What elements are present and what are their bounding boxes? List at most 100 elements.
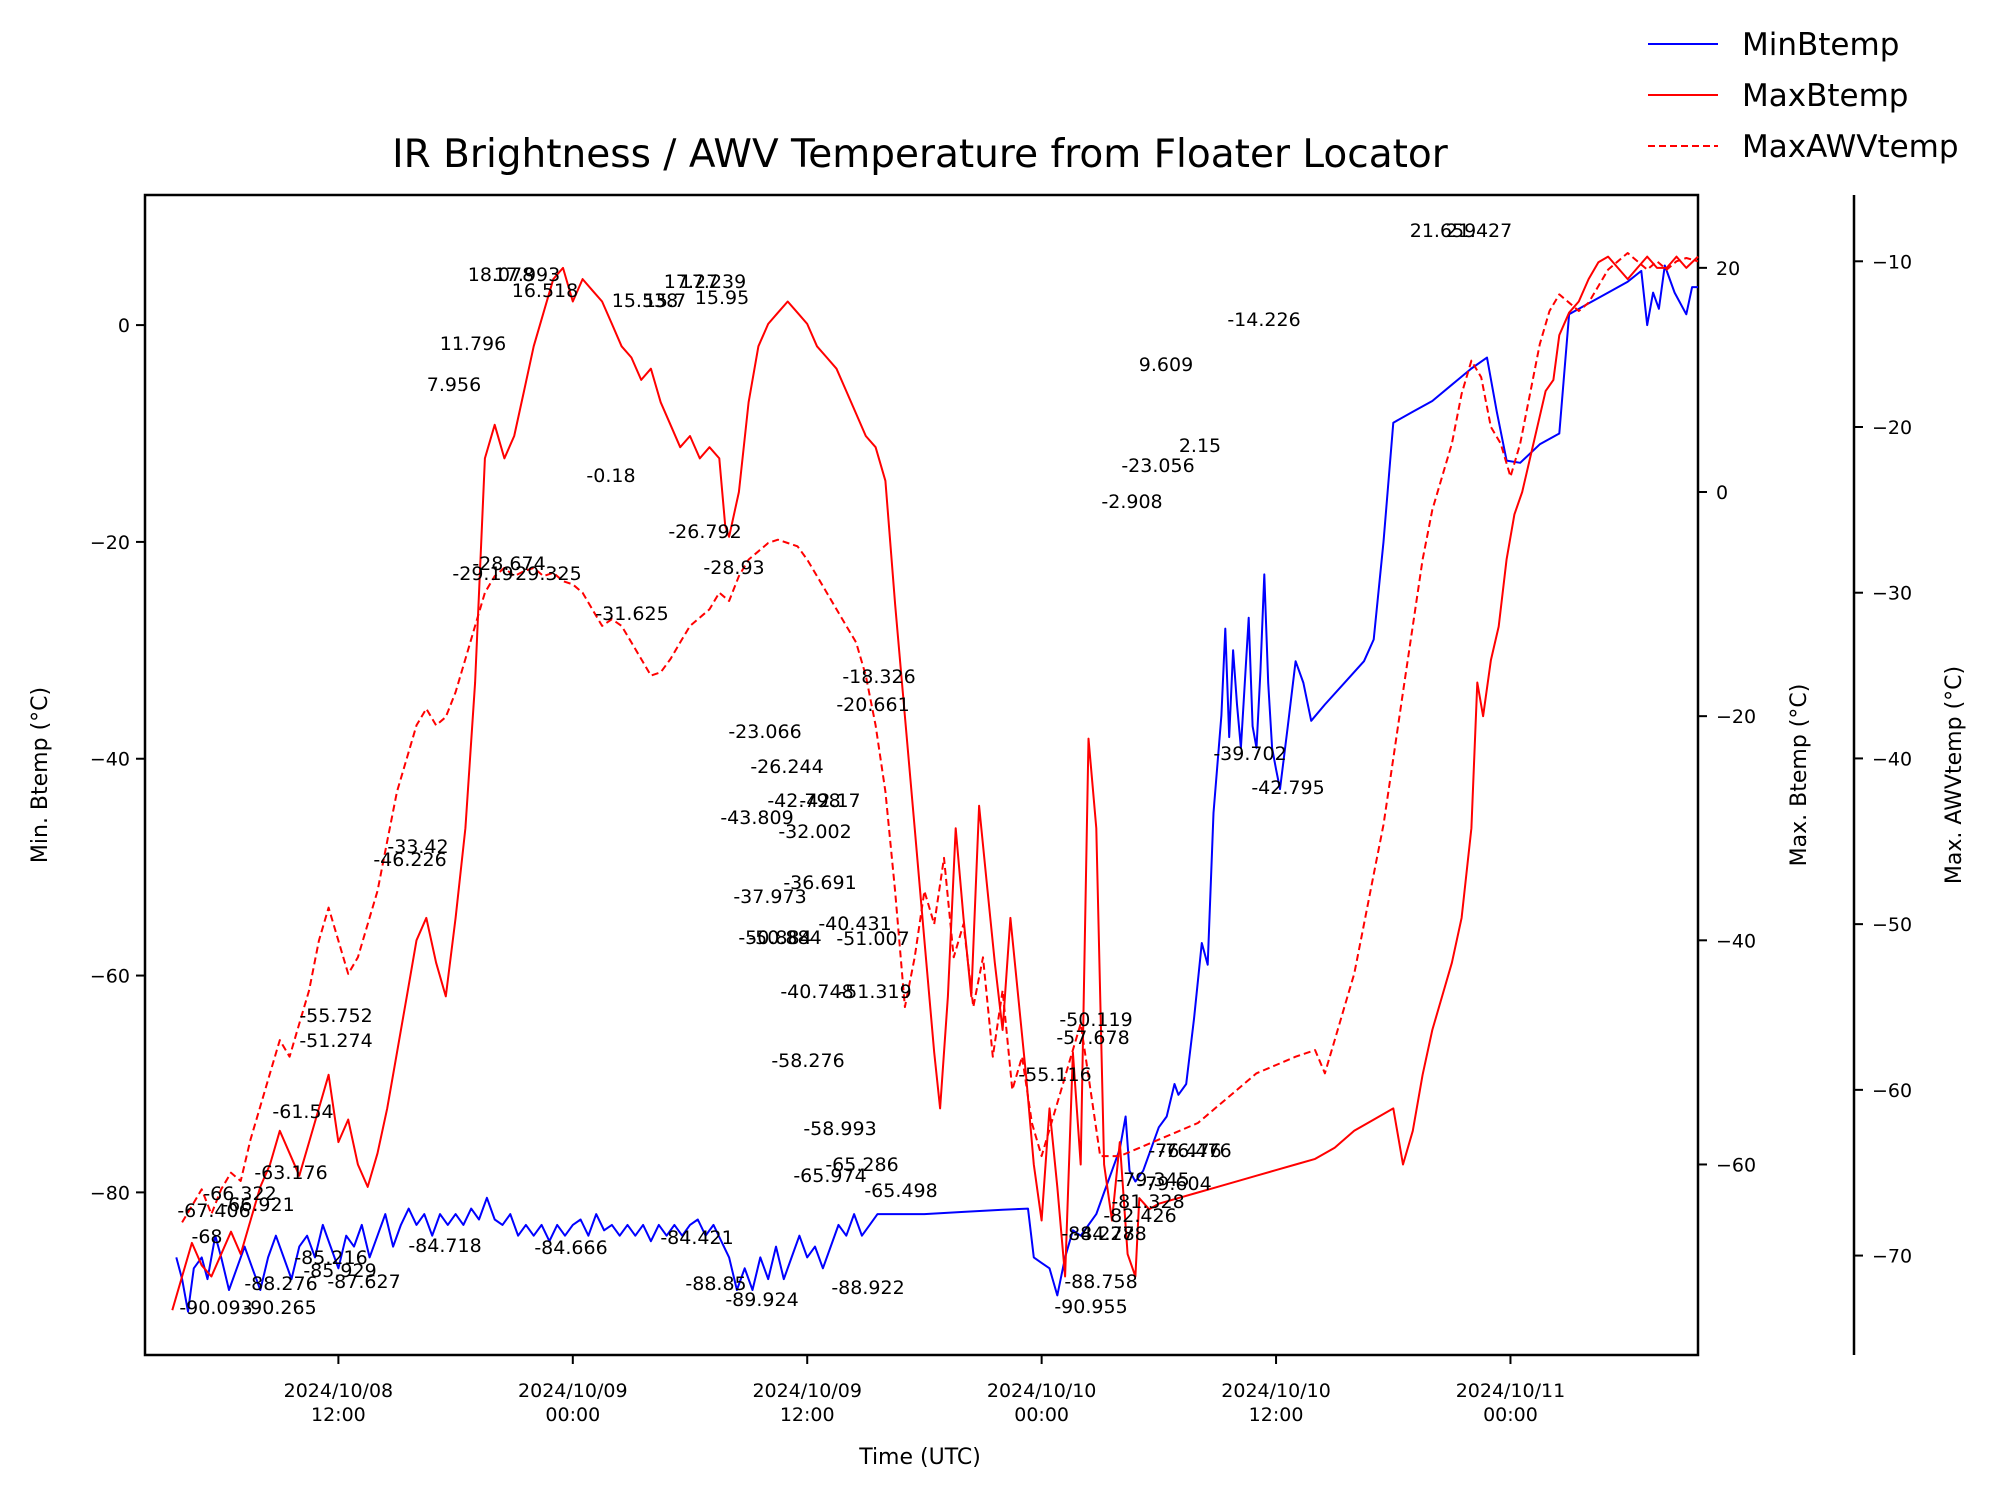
y-right2-tick-label: −60 xyxy=(1872,1080,1912,1102)
data-label: -42.798 xyxy=(767,790,840,812)
data-label: -84.278 xyxy=(1073,1223,1146,1245)
y-right2-tick-label: −10 xyxy=(1872,251,1912,273)
data-label: -40.748 xyxy=(780,981,853,1003)
y-right2-tick-label: −40 xyxy=(1872,748,1912,770)
x-tick-label-date: 2024/10/09 xyxy=(518,1380,628,1402)
y-left-tick-label: −60 xyxy=(90,966,130,988)
data-label: 17.239 xyxy=(680,271,746,293)
data-label: -88.276 xyxy=(244,1273,317,1295)
data-label: -84.278 xyxy=(1061,1223,1134,1245)
data-label: -46.226 xyxy=(373,849,446,871)
data-label: -43.809 xyxy=(720,807,793,829)
data-label: 15.95 xyxy=(695,287,749,309)
y-axis-left: 0 −20 −40 −60 −80 xyxy=(90,315,145,1204)
y-left-tick-label: −80 xyxy=(90,1182,130,1204)
legend-label-maxawvtemp: MaxAWVtemp xyxy=(1742,129,1959,165)
data-label: -58.276 xyxy=(771,1050,844,1072)
legend-label-minbtemp: MinBtemp xyxy=(1742,27,1899,63)
data-label: -42.795 xyxy=(1251,777,1324,799)
data-label: -79.345 xyxy=(1116,1169,1189,1191)
x-tick-label-date: 2024/10/09 xyxy=(752,1380,862,1402)
data-label: -65.974 xyxy=(793,1165,866,1187)
series-line-minbtemp xyxy=(175,264,1698,1313)
series-layer xyxy=(171,252,1699,1313)
data-label: -23.066 xyxy=(728,721,801,743)
data-label: -57.678 xyxy=(1056,1027,1129,1049)
x-tick-label-time: 12:00 xyxy=(780,1404,835,1426)
y-right-tick-label: −40 xyxy=(1716,930,1756,952)
data-label: -90.265 xyxy=(243,1297,316,1319)
data-label: -14.226 xyxy=(1227,309,1300,331)
y-axis-left-label: Min. Btemp (°C) xyxy=(28,687,53,863)
data-label: -20.661 xyxy=(836,694,909,716)
data-label: -79.604 xyxy=(1138,1173,1211,1195)
data-label: -33.42 xyxy=(387,836,448,858)
data-label: -88.922 xyxy=(831,1277,904,1299)
data-label: 21.427 xyxy=(1446,220,1512,242)
x-tick-label-date: 2024/10/11 xyxy=(1456,1380,1566,1402)
data-label: -0.18 xyxy=(586,465,635,487)
data-label: 15.7 xyxy=(644,290,686,312)
data-label: -68 xyxy=(191,1226,222,1248)
data-label: -85.216 xyxy=(294,1247,367,1269)
data-label: -58.993 xyxy=(803,1118,876,1140)
legend: MinBtemp MaxBtemp MaxAWVtemp xyxy=(1648,27,1959,165)
data-label: -42.17 xyxy=(799,790,860,812)
data-label: -88.758 xyxy=(1064,1271,1137,1293)
data-label: -63.176 xyxy=(254,1162,327,1184)
x-tick-label-time: 00:00 xyxy=(545,1404,600,1426)
data-label: -84.421 xyxy=(660,1227,733,1249)
data-label: 21.659 xyxy=(1410,220,1476,242)
data-label: -18.326 xyxy=(842,666,915,688)
y-right-tick-label: −60 xyxy=(1716,1154,1756,1176)
series-line-maxawvtemp xyxy=(181,252,1699,1223)
data-label: -51.319 xyxy=(838,981,911,1003)
data-label: 17.27 xyxy=(664,271,718,293)
data-label: 2.15 xyxy=(1179,435,1221,457)
data-label: 15.538 xyxy=(612,290,678,312)
y-left-tick-label: −40 xyxy=(90,749,130,771)
data-label: -65.498 xyxy=(864,1180,937,1202)
data-label: -23.056 xyxy=(1121,455,1194,477)
y-right2-tick-label: −70 xyxy=(1872,1246,1912,1268)
series-line-maxbtemp xyxy=(171,255,1699,1311)
y-axis-right2: −10 −20 −30 −40 −50 −60 −70 xyxy=(1852,195,1912,1355)
y-left-tick-label: −20 xyxy=(90,532,130,554)
y-right2-tick-label: −20 xyxy=(1872,417,1912,439)
data-label: -40.431 xyxy=(818,913,891,935)
data-label: -89.924 xyxy=(725,1289,798,1311)
data-label: 18.078 xyxy=(468,264,534,286)
data-label: -51.007 xyxy=(836,928,909,950)
data-label: -50.119 xyxy=(1059,1009,1132,1031)
legend-label-maxbtemp: MaxBtemp xyxy=(1742,78,1908,114)
data-label: -81.328 xyxy=(1111,1191,1184,1213)
data-label: -88.85 xyxy=(685,1273,746,1295)
data-label: 9.609 xyxy=(1139,354,1193,376)
data-label: -84.718 xyxy=(408,1235,481,1257)
y-axis-right-label: Max. Btemp (°C) xyxy=(1787,684,1812,867)
y-left-tick-label: 0 xyxy=(118,315,130,337)
data-label: -32.002 xyxy=(778,821,851,843)
data-label: -55.116 xyxy=(1018,1064,1091,1086)
data-label: -39.702 xyxy=(1213,743,1286,765)
data-label: -50.884 xyxy=(748,927,821,949)
y-right-tick-label: 0 xyxy=(1716,482,1728,504)
data-label: -84.666 xyxy=(534,1237,607,1259)
plot-frame xyxy=(143,193,1700,1357)
x-tick-label-time: 12:00 xyxy=(311,1404,366,1426)
data-label: -90.093 xyxy=(179,1297,252,1319)
data-label: 7.956 xyxy=(427,374,481,396)
data-label: -76.476 xyxy=(1158,1140,1231,1162)
data-label: -29.19 xyxy=(452,563,513,585)
data-label: -28.674 xyxy=(472,553,545,575)
data-label: -76.476 xyxy=(1148,1140,1221,1162)
data-label: -31.625 xyxy=(595,603,668,625)
data-label: -55.752 xyxy=(299,1005,372,1027)
data-label: -66.921 xyxy=(221,1194,294,1216)
data-label: 11.796 xyxy=(440,333,506,355)
x-tick-label-date: 2024/10/08 xyxy=(284,1380,394,1402)
x-tick-label-time: 00:00 xyxy=(1483,1404,1538,1426)
x-axis-label: Time (UTC) xyxy=(858,1445,981,1470)
data-label: -65.286 xyxy=(825,1154,898,1176)
